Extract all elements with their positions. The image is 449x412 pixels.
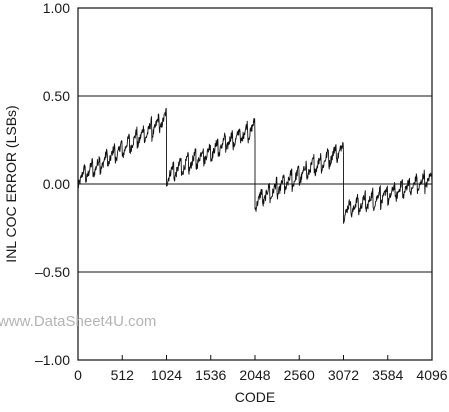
x-tick-label: 3584 — [372, 367, 403, 383]
inl-trace-segment-1 — [77, 107, 167, 189]
x-tick-label: 2560 — [284, 367, 315, 383]
inl-trace-segment-3 — [254, 139, 344, 212]
inl-trace — [77, 107, 433, 224]
x-tick-label: 0 — [74, 367, 82, 383]
y-tick-label: –0.50 — [35, 264, 70, 280]
x-tick-label: 3072 — [328, 367, 359, 383]
x-tick-labels: 0 512 1024 1536 2048 2560 3072 3584 4096 — [74, 367, 448, 383]
watermark-text: www.DataSheet4U.com — [0, 313, 156, 330]
tick-marks — [77, 7, 433, 361]
y-tick-label: 0.00 — [43, 176, 70, 192]
x-tick-label: 2048 — [239, 367, 270, 383]
x-tick-label: 1024 — [151, 367, 182, 383]
y-tick-label: 1.00 — [43, 0, 70, 16]
y-tick-labels: 1.00 0.50 0.00 –0.50 –1.00 — [35, 0, 70, 368]
y-tick-label: –1.00 — [35, 352, 70, 368]
x-tick-label: 4096 — [416, 367, 447, 383]
x-tick-label: 512 — [111, 367, 135, 383]
inl-trace-segment-4 — [343, 155, 433, 224]
y-tick-label: 0.50 — [43, 88, 70, 104]
x-axis-label: CODE — [235, 389, 275, 405]
inl-trace-segment-2 — [166, 117, 256, 187]
x-tick-label: 1536 — [195, 367, 226, 383]
y-axis-label: INL COC ERROR (LSBs) — [3, 105, 19, 262]
